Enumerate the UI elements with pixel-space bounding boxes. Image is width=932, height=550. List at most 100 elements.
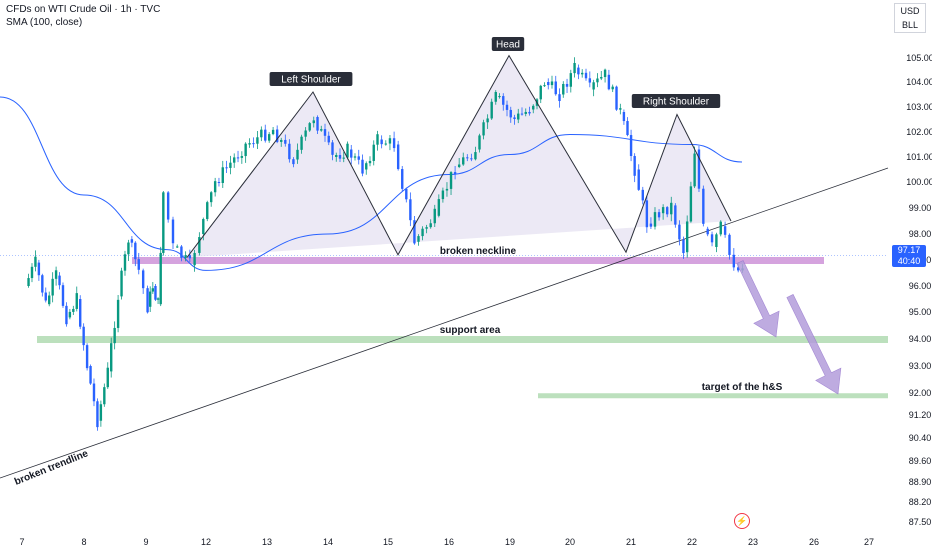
- x-tick-label: 26: [809, 537, 819, 547]
- candle-87: [350, 144, 353, 165]
- candle-82: [331, 140, 334, 161]
- pattern-outline: [186, 54, 732, 258]
- candle-124: [498, 93, 501, 99]
- candle-body: [622, 112, 626, 122]
- candle-body: [372, 144, 375, 161]
- candle-15: [79, 295, 82, 330]
- candle-body: [513, 117, 516, 120]
- candle-body: [27, 278, 30, 286]
- candle-146: [581, 69, 584, 78]
- candle-158: [626, 117, 629, 137]
- lightning-event-icon[interactable]: ⚡: [734, 513, 750, 529]
- candle-52: [213, 177, 217, 197]
- last-price-value: 97.17: [897, 244, 921, 255]
- candle-body: [569, 73, 573, 87]
- candle-10: [61, 282, 65, 308]
- candle-84: [338, 148, 342, 162]
- candle-body: [470, 158, 473, 160]
- candle-body: [229, 162, 232, 168]
- candle-174: [689, 181, 693, 223]
- candle-body: [300, 136, 303, 150]
- candle-136: [543, 82, 546, 88]
- candle-body: [509, 109, 512, 118]
- head-label: Head: [491, 37, 525, 51]
- y-tick-label: 100.00: [906, 177, 932, 187]
- y-tick-label: 94.00: [909, 334, 932, 344]
- candle-body: [584, 72, 588, 79]
- candle-180: [715, 232, 718, 253]
- candle-24: [110, 337, 113, 378]
- chart-symbol-title[interactable]: CFDs on WTI Crude Oil · 1h · TVC: [6, 4, 161, 15]
- candle-body: [409, 199, 412, 221]
- candle-132: [528, 106, 531, 116]
- left-shoulder-label: Left Shoulder: [269, 72, 353, 86]
- candle-142: [565, 78, 569, 93]
- candle-54: [221, 160, 224, 188]
- candle-46: [188, 249, 192, 263]
- candle-body: [127, 242, 130, 255]
- candle-body: [284, 139, 287, 144]
- candle-body: [682, 239, 685, 254]
- candle-body: [264, 129, 267, 141]
- candle-164: [649, 217, 653, 230]
- candle-body: [149, 291, 152, 307]
- currency-sub-unit[interactable]: BLL: [894, 18, 926, 33]
- indicator-legend[interactable]: SMA (100, close): [6, 17, 83, 28]
- candle-body: [505, 104, 509, 110]
- candle-89: [357, 149, 360, 165]
- x-tick-label: 7: [19, 537, 24, 547]
- y-tick-label: 89.60: [909, 456, 932, 466]
- candle-111: [445, 182, 449, 197]
- candle-body: [61, 285, 65, 306]
- candle-body: [490, 101, 493, 119]
- candle-9: [58, 272, 61, 290]
- candle-body: [146, 288, 149, 313]
- currency-unit[interactable]: USD: [894, 3, 926, 18]
- candle-26: [116, 295, 120, 333]
- support-area-label: support area: [440, 325, 501, 336]
- candle-118: [474, 146, 477, 161]
- bar-countdown: 40:40: [897, 255, 921, 266]
- candle-166: [657, 209, 661, 221]
- candle-83: [335, 152, 338, 162]
- candle-body: [697, 149, 701, 189]
- candle-113: [453, 166, 457, 180]
- candle-body: [457, 164, 461, 167]
- y-tick-label: 101.00: [906, 152, 932, 162]
- candle-102: [409, 192, 412, 227]
- candle-body: [637, 169, 640, 190]
- y-tick-label: 92.00: [909, 388, 932, 398]
- candle-body: [58, 275, 61, 286]
- candle-body: [388, 138, 392, 144]
- broken-trendline: [0, 167, 889, 479]
- candle-body: [92, 383, 96, 402]
- y-tick-label: 88.90: [909, 477, 932, 487]
- candle-66: [267, 132, 271, 143]
- candle-body: [520, 113, 524, 115]
- candle-20: [96, 398, 99, 431]
- candle-body: [732, 254, 736, 268]
- x-tick-label: 9: [143, 537, 148, 547]
- candle-body: [166, 192, 170, 220]
- candle-body: [176, 246, 179, 248]
- candle-body: [134, 242, 137, 260]
- candle-68: [275, 125, 279, 144]
- right-shoulder-label-bg: [631, 94, 721, 108]
- candle-body: [357, 156, 360, 160]
- candle-body: [441, 190, 445, 200]
- candle-115: [462, 152, 465, 166]
- candle-96: [384, 140, 387, 146]
- candle-body: [611, 86, 614, 90]
- candle-body: [573, 62, 576, 74]
- candle-39: [159, 246, 162, 307]
- x-tick-label: 23: [748, 537, 758, 547]
- candle-138: [550, 75, 554, 89]
- candle-body: [198, 237, 201, 253]
- candle-63: [256, 130, 259, 150]
- candle-body: [308, 123, 311, 131]
- candle-162: [641, 186, 644, 205]
- candle-body: [368, 160, 372, 164]
- candle-41: [166, 191, 170, 223]
